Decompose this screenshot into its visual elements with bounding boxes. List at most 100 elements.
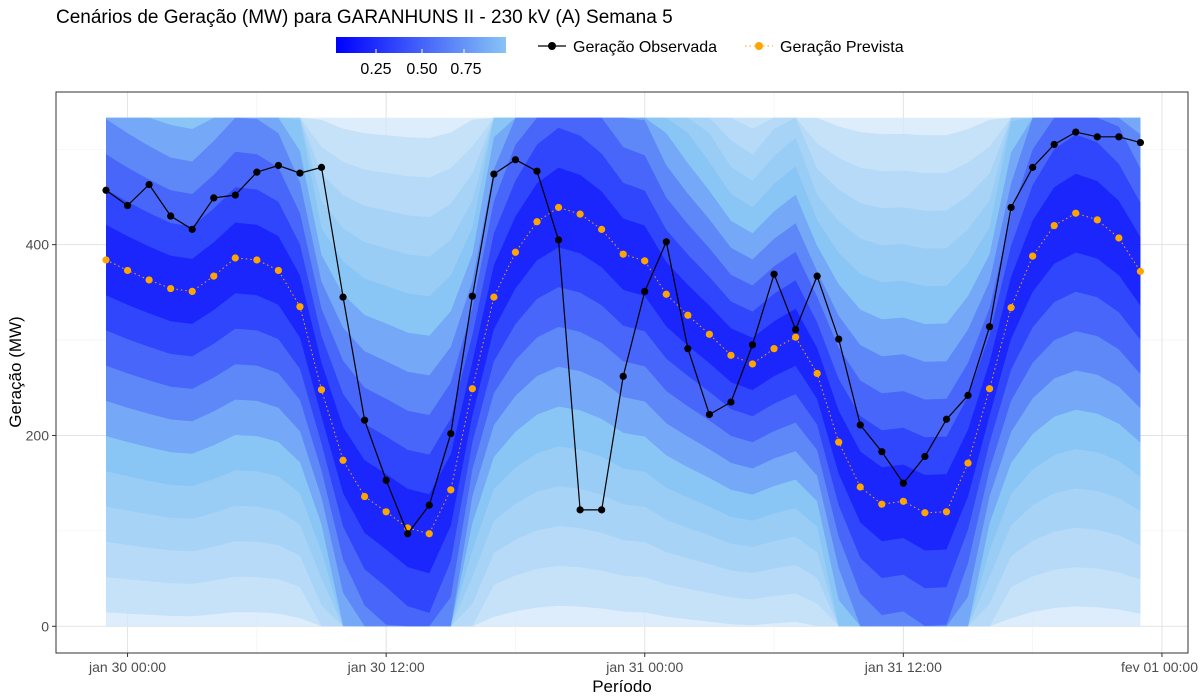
observed-point [942, 415, 951, 423]
forecast-point [598, 225, 606, 233]
colorbar-tick-label: 0.50 [406, 61, 437, 78]
axes: 0 200 400 jan 30 00:00 jan 30 12:00 jan 31 00… [26, 237, 1199, 675]
observed-point [511, 156, 520, 164]
observed-point [404, 530, 412, 538]
forecast-point [1029, 252, 1037, 260]
observed-point [684, 345, 692, 353]
observed-point [1050, 140, 1058, 149]
legend-label-forecast: Geração Prevista [780, 39, 904, 56]
observed-point [899, 479, 907, 487]
forecast-point [1136, 267, 1144, 275]
observed-point [361, 416, 369, 424]
forecast-point [361, 492, 369, 501]
forecast-point [899, 497, 907, 505]
forecast-point [274, 266, 282, 275]
observed-point [1136, 138, 1144, 147]
forecast-point [533, 218, 541, 226]
forecast-point [1093, 216, 1101, 224]
legend-key-observed-point [548, 42, 556, 50]
y-tick-label: 200 [26, 427, 50, 443]
observed-point [878, 448, 886, 456]
colorbar-tick-label: 0.75 [450, 61, 481, 78]
colorbar-legend: 0.25 0.50 0.75 [336, 37, 506, 78]
forecast-point [619, 250, 627, 258]
observed-point [554, 236, 563, 244]
series-legend: Geração Observada Geração Prevista [538, 39, 904, 56]
forecast-point [554, 203, 563, 212]
observed-point [102, 186, 110, 194]
forecast-point [447, 486, 455, 494]
observed-point [985, 323, 994, 331]
forecast-point [511, 248, 520, 256]
forecast-point [490, 293, 498, 301]
forecast-point [1072, 209, 1080, 217]
observed-point [274, 161, 282, 170]
forecast-point [210, 272, 218, 280]
forecast-point [835, 438, 843, 446]
observed-point [1093, 133, 1101, 141]
legend-key-forecast-point [755, 42, 763, 50]
y-tick-label: 0 [41, 618, 49, 634]
forecast-point [662, 290, 670, 298]
observed-point [447, 429, 455, 438]
observed-point [533, 167, 541, 175]
legend-label-observed: Geração Observada [573, 39, 717, 56]
colorbar-tick-label: 0.25 [360, 61, 391, 78]
y-tick-label: 400 [26, 237, 50, 253]
y-axis-title: Geração (MW) [6, 316, 25, 427]
observed-point [231, 191, 239, 199]
forecast-point [145, 276, 153, 284]
observed-point [964, 391, 972, 399]
observed-point [210, 194, 218, 202]
observed-point [835, 335, 843, 343]
forecast-point [102, 256, 110, 264]
forecast-point [921, 509, 929, 517]
observed-point [188, 225, 196, 233]
observed-point [705, 410, 714, 419]
observed-point [339, 293, 347, 301]
observed-point [317, 163, 326, 171]
observed-point [813, 272, 821, 280]
observed-point [425, 501, 433, 509]
forecast-point [167, 284, 175, 293]
x-tick-label: jan 30 12:00 [347, 659, 425, 675]
observed-point [1072, 128, 1080, 136]
x-tick-label: fev 01 00:00 [1121, 659, 1198, 675]
scenario-bands [106, 117, 1141, 627]
forecast-point [576, 210, 584, 218]
forecast-point [1115, 234, 1123, 242]
forecast-point [813, 369, 821, 378]
observed-point [468, 292, 476, 300]
x-tick-label: jan 31 00:00 [605, 659, 683, 675]
forecast-point [123, 266, 132, 275]
observed-point [1115, 133, 1123, 141]
forecast-point [1007, 304, 1015, 312]
forecast-point [641, 257, 649, 265]
observed-point [641, 287, 649, 296]
forecast-point [425, 530, 433, 538]
chart-title: Cenários de Geração (MW) para GARANHUNS … [56, 7, 673, 28]
forecast-point [382, 508, 390, 516]
observed-point [1029, 163, 1037, 171]
scenario-band [106, 167, 1141, 574]
forecast-point [727, 351, 735, 359]
observed-point [576, 506, 584, 514]
observed-point [167, 212, 175, 220]
forecast-point [748, 360, 757, 368]
forecast-point [296, 303, 304, 311]
observed-point [662, 238, 670, 246]
forecast-point [188, 287, 196, 296]
forecast-point [684, 311, 692, 319]
x-tick-label: jan 31 12:00 [864, 659, 942, 675]
forecast-point [792, 333, 800, 341]
forecast-point [468, 385, 476, 393]
observed-point [145, 180, 153, 189]
forecast-point [770, 345, 778, 353]
observed-point [748, 341, 757, 349]
forecast-point [878, 500, 886, 508]
forecast-point [705, 330, 714, 338]
observed-point [382, 476, 390, 484]
x-axis-title: Período [592, 677, 652, 696]
observed-point [123, 201, 132, 210]
